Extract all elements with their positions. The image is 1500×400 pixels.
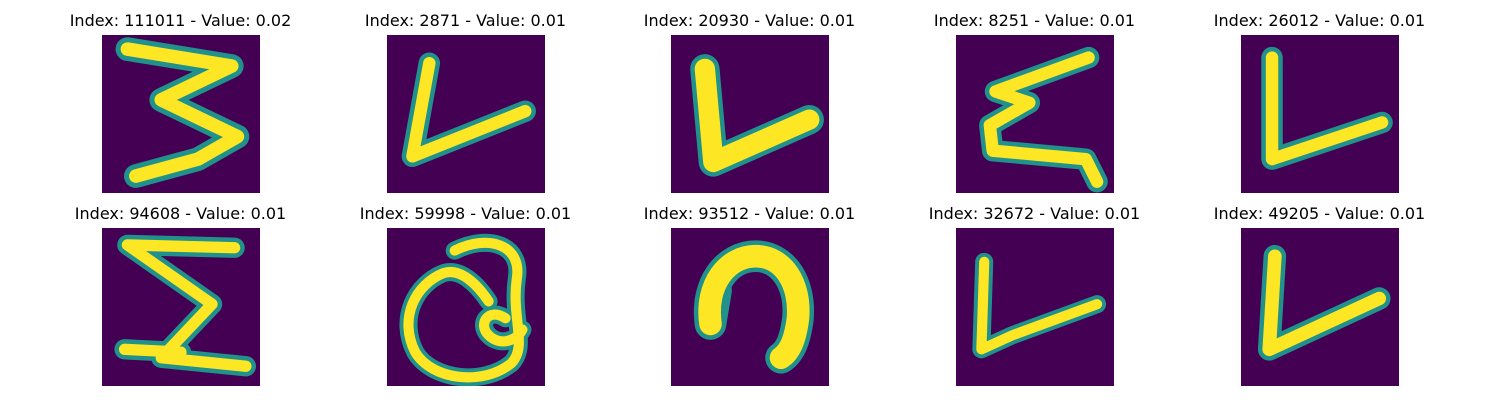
panel-title: Index: 20930 - Value: 0.01 — [643, 11, 856, 30]
digit-image — [387, 35, 545, 193]
digit-image — [671, 228, 829, 386]
digit-image — [1241, 35, 1399, 193]
panel-title: Index: 49205 - Value: 0.01 — [1213, 204, 1426, 223]
zigzag-stroke-icon — [979, 46, 1108, 193]
v-stroke-icon — [690, 54, 824, 177]
hook-stroke-icon — [693, 240, 815, 374]
panel-title: Index: 111011 - Value: 0.02 — [69, 11, 292, 30]
digit-image — [102, 228, 260, 386]
v-stroke-icon — [972, 252, 1107, 359]
digit-image — [387, 228, 545, 386]
sigma-stroke-icon — [114, 234, 257, 377]
panel-title: Index: 32672 - Value: 0.01 — [928, 204, 1141, 223]
panel-title: Index: 59998 - Value: 0.01 — [359, 204, 572, 223]
digit-image — [102, 35, 260, 193]
panel-title: Index: 2871 - Value: 0.01 — [364, 11, 567, 30]
digit-image — [956, 35, 1114, 193]
panel-title: Index: 8251 - Value: 0.01 — [933, 11, 1136, 30]
digit-image — [671, 35, 829, 193]
three-stroke-icon — [115, 37, 250, 188]
panel-title: Index: 26012 - Value: 0.01 — [1213, 11, 1426, 30]
v-stroke-icon — [401, 52, 536, 168]
panel-title: Index: 94608 - Value: 0.01 — [74, 204, 287, 223]
v-stroke-icon — [1257, 244, 1391, 361]
digit-image — [1241, 228, 1399, 386]
digit-image — [956, 228, 1114, 386]
v-stroke-icon — [1261, 46, 1393, 170]
panel-title: Index: 93512 - Value: 0.01 — [643, 204, 856, 223]
loop-stroke-icon — [399, 233, 532, 386]
